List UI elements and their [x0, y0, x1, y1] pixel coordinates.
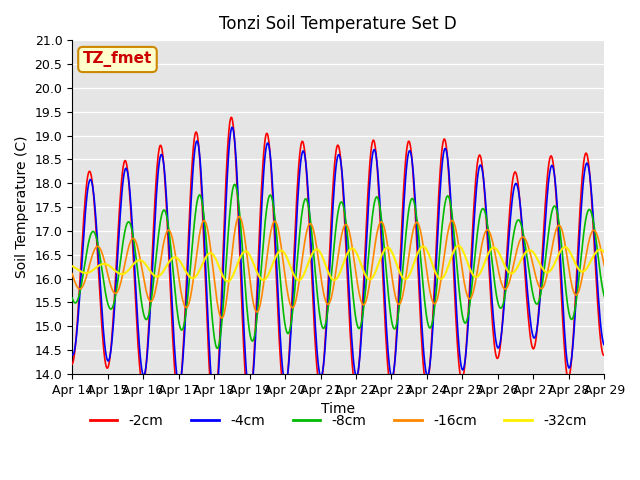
Y-axis label: Soil Temperature (C): Soil Temperature (C) [15, 136, 29, 278]
Title: Tonzi Soil Temperature Set D: Tonzi Soil Temperature Set D [220, 15, 457, 33]
Text: TZ_fmet: TZ_fmet [83, 51, 152, 68]
Legend: -2cm, -4cm, -8cm, -16cm, -32cm: -2cm, -4cm, -8cm, -16cm, -32cm [84, 409, 593, 434]
X-axis label: Time: Time [321, 402, 355, 416]
